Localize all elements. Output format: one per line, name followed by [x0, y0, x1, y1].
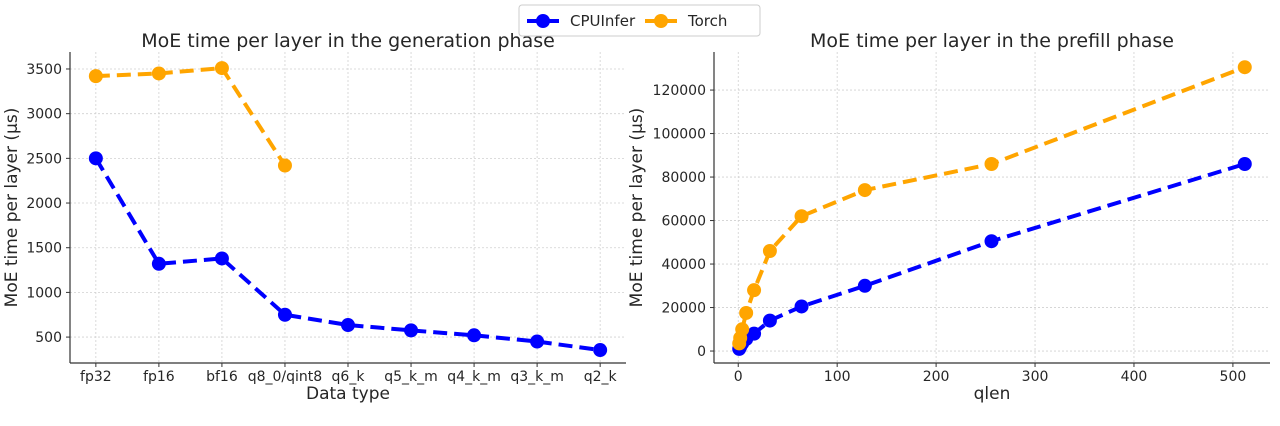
data-point [88, 151, 103, 166]
data-point [214, 61, 229, 76]
data-point [404, 323, 419, 338]
data-point [762, 313, 777, 328]
data-point [735, 322, 750, 337]
data-point [857, 183, 872, 198]
x-tick-label: fp16 [143, 369, 175, 385]
data-point [747, 326, 762, 341]
data-point [341, 318, 355, 333]
x-tick-label: bf16 [206, 369, 238, 385]
data-point [747, 283, 762, 298]
data-point [1237, 60, 1252, 75]
series-CPUInfer [732, 157, 1252, 356]
data-point [593, 343, 608, 358]
y-axis-label: MoE time per layer (µs) [2, 108, 22, 308]
y-tick-label: 40000 [661, 257, 706, 273]
x-tick-label: q3_k_m [510, 369, 564, 385]
data-point [277, 158, 292, 173]
legend-label: CPUInfer [570, 12, 636, 30]
data-point [1237, 157, 1252, 172]
chart-title: MoE time per layer in the generation pha… [141, 30, 555, 52]
y-tick-label: 0 [697, 344, 706, 360]
data-point [530, 334, 545, 349]
legend-box [518, 4, 761, 37]
y-tick-label: 80000 [661, 170, 706, 186]
data-point [762, 243, 777, 258]
y-tick-label: 3500 [26, 62, 62, 78]
data-point [467, 328, 482, 343]
y-tick-label: 20000 [661, 301, 706, 317]
series-Torch [88, 61, 292, 173]
series-CPUInfer [88, 151, 608, 358]
data-point [739, 305, 754, 320]
y-tick-label: 2500 [26, 151, 62, 167]
x-tick-label: q4_k_m [447, 369, 501, 385]
data-point [794, 209, 809, 224]
series-line [95, 65, 287, 167]
series-Torch [732, 60, 1252, 351]
x-tick-label: 400 [1121, 369, 1148, 385]
data-point [794, 299, 809, 314]
legend-entry-Torch: Torch [645, 12, 727, 30]
data-point [984, 157, 999, 172]
x-tick-label: 200 [923, 369, 950, 385]
x-axis-label: Data type [306, 384, 390, 404]
y-tick-label: 1000 [26, 285, 62, 301]
legend-marker [536, 14, 550, 28]
y-tick-label: 60000 [661, 214, 706, 230]
chart-title: MoE time per layer in the prefill phase [810, 30, 1174, 52]
legend-marker [654, 14, 668, 28]
y-tick-label: 500 [35, 330, 62, 346]
x-tick-label: q5_k_m [384, 369, 438, 385]
y-tick-label: 100000 [653, 127, 706, 143]
x-axis-label: qlen [974, 384, 1011, 404]
legend-label: Torch [687, 12, 727, 30]
chart-1: fp32 fp16 bf16 q8_0/qint8 q6_k q5_k_m q4_k_m q3… [2, 30, 626, 404]
data-point [984, 234, 999, 249]
x-tick-label: fp32 [80, 369, 112, 385]
data-point [151, 256, 166, 271]
x-tick-label: q2_k [584, 369, 618, 385]
data-point [88, 69, 103, 84]
x-tick-label: 500 [1220, 369, 1247, 385]
series-line [737, 162, 1246, 350]
x-tick-label: 100 [824, 369, 851, 385]
y-tick-label: 120000 [653, 83, 706, 99]
x-tick-label: q6_k [332, 369, 366, 385]
y-axis-label: MoE time per layer (µs) [627, 108, 647, 308]
data-point [857, 278, 872, 293]
y-tick-label: 2000 [26, 196, 62, 212]
y-tick-label: 3000 [26, 107, 62, 123]
x-tick-label: 0 [734, 369, 743, 385]
data-point [151, 66, 166, 81]
y-tick-label: 1500 [26, 241, 62, 257]
x-tick-label: 300 [1022, 369, 1049, 385]
data-point [277, 307, 292, 322]
data-point [214, 251, 229, 266]
x-tick-label: q8_0/qint8 [248, 369, 322, 385]
chart-2: 0 100 200 300 400 500 0 20000 40000 60000 80000 100… [627, 30, 1270, 404]
legend: CPUInfer Torch [518, 4, 761, 37]
legend-entry-CPUInfer: CPUInfer [527, 12, 636, 30]
